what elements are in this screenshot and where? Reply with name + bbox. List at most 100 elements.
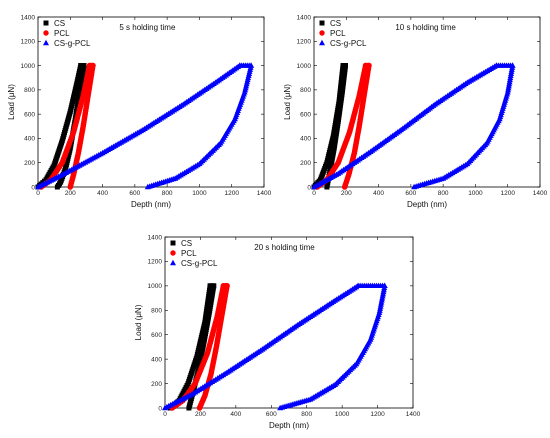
y-tick-label: 1200 [297,39,312,46]
series-pcl [38,62,96,190]
data-point [508,70,515,76]
x-axis-label: Depth (nm) [269,421,309,430]
x-tick-label: 1200 [500,190,515,197]
chart-title: 20 s holding time [254,243,315,252]
legend-marker [170,240,176,246]
y-tick-label: 800 [24,87,35,94]
y-tick-label: 1000 [148,283,163,290]
x-tick-label: 400 [373,190,384,197]
data-point [507,74,514,81]
y-tick-label: 600 [300,111,311,118]
data-point [54,184,60,190]
y-tick-label: 1200 [21,39,36,46]
chart-panel-1: 0 200 400 600 800 1000 1200 1400 0 200 400 600 800 10… [7,14,272,209]
data-point [509,64,516,70]
y-tick-label: 1400 [148,234,163,241]
data-point [509,62,516,68]
legend-label: CS-g-PCL [330,39,367,48]
y-tick-label: 400 [151,356,162,363]
legend-marker [319,39,325,46]
y-tick-label: 600 [24,111,35,118]
y-tick-label: 1000 [297,63,312,70]
x-tick-label: 200 [65,190,76,197]
data-point [505,84,512,91]
legend-label: CS [330,19,341,28]
x-tick-label: 200 [195,411,206,418]
data-point [324,184,330,190]
y-tick-label: 1200 [148,259,163,266]
x-tick-label: 600 [266,411,277,418]
x-tick-label: 600 [405,190,416,197]
y-tick-label: 200 [300,160,311,167]
data-point [505,87,512,93]
legend-marker [319,20,325,26]
y-tick-label: 200 [24,160,35,167]
x-tick-label: 800 [162,190,173,197]
legend-label: PCL [54,29,70,38]
y-axis-label: Load (μN) [283,84,292,120]
data-point [508,66,515,72]
legend-label: PCL [330,29,346,38]
x-tick-label: 400 [97,190,108,197]
data-point [277,404,284,411]
legend-label: CS [54,19,65,28]
legend-label: CS-g-PCL [181,259,218,268]
y-tick-label: 0 [31,184,35,191]
chart-panel-3: 0 200 400 600 800 1000 1200 1400 0 200 400 600 800 10… [134,234,421,430]
y-tick-label: 1400 [21,14,36,21]
y-tick-label: 200 [151,381,162,388]
data-point [507,72,514,79]
data-point [341,184,348,190]
legend-label: CS-g-PCL [54,39,91,48]
data-point [506,76,513,83]
y-tick-label: 400 [24,136,35,143]
data-point [186,405,192,411]
data-point [506,80,513,87]
x-tick-label: 1200 [224,190,239,197]
y-tick-label: 1000 [21,63,36,70]
data-point [506,78,513,85]
y-tick-label: 800 [151,308,162,315]
x-tick-label: 1400 [406,411,421,418]
y-tick-label: 0 [158,405,162,412]
y-tick-label: 600 [151,332,162,339]
data-point [505,82,512,89]
legend-marker [170,250,176,256]
plot-frame [164,236,414,409]
legend-marker [319,30,325,36]
x-axis-label: Depth (nm) [131,200,171,209]
series-cs-g-pcl [35,62,255,190]
data-point [196,405,203,411]
legend-label: CS [181,239,192,248]
series-pcl [314,62,372,190]
x-tick-label: 1000 [468,190,483,197]
series-cs-g-pcl [162,282,388,411]
y-tick-label: 800 [300,87,311,94]
chart-title: 5 s holding time [119,23,176,32]
data-point [144,183,151,190]
y-tick-label: 1400 [297,14,312,21]
x-tick-label: 800 [438,190,449,197]
data-point [67,184,74,190]
x-tick-label: 1000 [335,411,350,418]
x-tick-label: 200 [341,190,352,197]
chart-panel-2: 0 200 400 600 800 1000 1200 1400 0 200 400 600 800 10… [283,14,548,209]
x-tick-label: 0 [312,190,316,197]
x-tick-label: 1200 [370,411,385,418]
x-tick-label: 0 [36,190,40,197]
series-pcl [169,283,230,411]
y-tick-label: 400 [300,136,311,143]
x-tick-label: 1000 [192,190,207,197]
x-tick-label: 600 [129,190,140,197]
chart-title: 10 s holding time [395,23,456,32]
x-tick-label: 1400 [533,190,548,197]
y-tick-label: 0 [307,184,311,191]
series-cs-g-pcl [311,62,516,190]
legend-marker [170,259,176,266]
legend-marker [43,39,49,46]
x-tick-label: 800 [301,411,312,418]
y-axis-label: Load (μN) [7,84,16,120]
legend-label: PCL [181,249,197,258]
data-point [411,183,418,190]
